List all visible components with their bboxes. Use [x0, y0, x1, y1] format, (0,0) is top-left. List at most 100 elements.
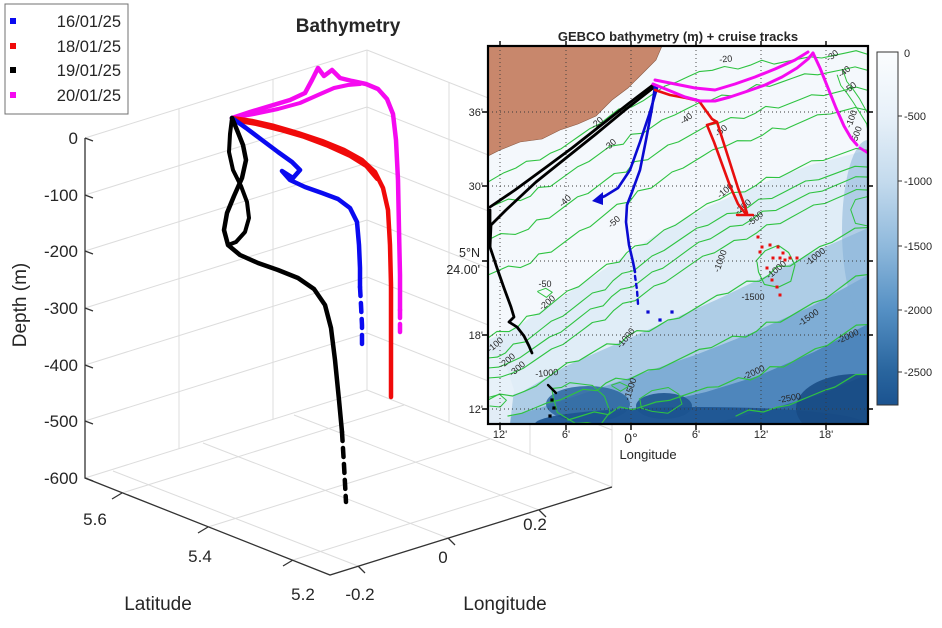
svg-text:5.6: 5.6 [83, 510, 107, 529]
svg-text:0: 0 [904, 48, 910, 60]
blue-arrowhead [592, 192, 603, 205]
legend-marker-16-01 [10, 18, 16, 24]
svg-text:5.4: 5.4 [188, 547, 212, 566]
land-polygon [488, 46, 663, 157]
map-track-magenta [653, 50, 810, 92]
svg-text:36': 36' [469, 107, 483, 119]
contour-loop-sw [550, 382, 611, 424]
map-track-magenta [651, 51, 815, 103]
plot3d-tracks [221, 65, 403, 505]
svg-text:-200: -200 [44, 242, 78, 261]
svg-text:5°N: 5°N [459, 246, 480, 260]
contour-label: -20 [719, 53, 733, 64]
map-track-blue-dash [633, 274, 640, 306]
map-station-dots [548, 235, 799, 418]
map-gridlines [488, 46, 868, 424]
svg-text:-600: -600 [44, 469, 78, 488]
contour-label: -1000 [535, 367, 559, 379]
svg-text:0: 0 [69, 129, 78, 148]
black-station-dots [548, 398, 556, 418]
svg-text:-2000: -2000 [904, 305, 932, 317]
svg-text:-0.2: -0.2 [345, 585, 374, 604]
svg-text:-500: -500 [904, 111, 926, 123]
ocean-2000 [540, 324, 868, 424]
legend-marker-20-01 [10, 92, 16, 98]
legend-label: 16/01/25 [57, 13, 121, 31]
contour-label: -1500 [741, 292, 764, 302]
contour-bundle-ne2 [842, 70, 868, 115]
map-frame [482, 41, 873, 430]
map-track-black [488, 86, 655, 249]
plot3d-zlabel: Depth (m) [10, 263, 31, 347]
svg-text:12': 12' [493, 429, 507, 441]
contour-300 [488, 176, 868, 369]
contour-2500 [735, 373, 868, 417]
map-cruise-tracks [488, 50, 868, 395]
svg-text:0°: 0° [624, 430, 637, 446]
map-track-magenta [811, 51, 859, 147]
contour-1000 [488, 226, 868, 401]
contour-loop-corner [489, 393, 507, 408]
contour-label: -50 [538, 279, 551, 289]
deep-band-bottom [535, 407, 865, 424]
map-ytick-labels: 36' 30' 5°N 24.00' 18' 12' [446, 107, 483, 416]
map-title: GEBCO bathymetry (m) + cruise tracks [558, 29, 798, 44]
track3d-black [221, 115, 345, 435]
contour-40 [488, 86, 868, 241]
track3d-black-dash [339, 429, 349, 505]
contour-50 [488, 106, 868, 276]
colorbar: 0 -500 -1000 -1500 -2000 -2500 [876, 48, 932, 406]
svg-text:-2500: -2500 [904, 367, 932, 379]
red-station-dots [756, 235, 799, 297]
contour-2000 [567, 323, 868, 421]
blue-station-dots [646, 310, 674, 322]
contour-500 [488, 188, 868, 379]
contour-1500 [507, 273, 868, 417]
svg-text:-400: -400 [44, 356, 78, 375]
land-mass [488, 46, 663, 157]
track3d-blue [229, 115, 363, 290]
track3d-red [229, 115, 394, 400]
map-track-blue [624, 84, 657, 274]
contour-20 [488, 50, 868, 183]
map-track-blue [596, 86, 659, 201]
svg-text:24.00': 24.00' [446, 263, 480, 277]
svg-text:0.2: 0.2 [523, 515, 547, 534]
svg-text:-100: -100 [44, 186, 78, 205]
deep-corner-right [796, 374, 868, 424]
track3d-magenta [229, 65, 403, 313]
plot3d-lon-tick-labels: -0.2 0 0.2 [345, 515, 546, 604]
svg-text:-1500: -1500 [904, 241, 932, 253]
plot3d-title: Bathymetry [296, 16, 401, 37]
legend-label: 19/01/25 [57, 62, 121, 80]
map-xlabel: Longitude [619, 447, 676, 462]
plot3d-lat-tick-labels: 5.6 5.4 5.2 [83, 510, 315, 604]
svg-text:5.2: 5.2 [291, 585, 315, 604]
svg-text:12': 12' [469, 404, 483, 416]
map-xtick-labels: 12' 6' 0° 6' 12' 18' [493, 429, 833, 446]
plot3d-axes [84, 137, 613, 576]
track3d-magenta [230, 82, 362, 120]
contour-30 [488, 66, 868, 209]
track3d-red [230, 118, 379, 181]
map-track-red [715, 120, 749, 215]
svg-text:30': 30' [469, 181, 483, 193]
svg-text:18': 18' [819, 429, 833, 441]
svg-text:6': 6' [562, 429, 570, 441]
legend-marker-18-01 [10, 43, 16, 49]
track3d-blue-dash [357, 284, 365, 351]
map-track-black [488, 245, 534, 355]
contour-100 [488, 147, 868, 339]
contour-label: -2500 [777, 391, 801, 405]
svg-text:12': 12' [754, 429, 768, 441]
legend-box: 16/01/25 18/01/25 19/01/25 20/01/25 [4, 3, 129, 115]
contour-bundle-ne1 [836, 74, 868, 133]
legend-marker-19-01 [10, 67, 16, 73]
contour-loop-right [850, 196, 868, 227]
svg-text:-300: -300 [44, 299, 78, 318]
depth-contours [488, 50, 868, 424]
contour-200 [488, 165, 868, 359]
svg-text:0: 0 [438, 548, 447, 567]
